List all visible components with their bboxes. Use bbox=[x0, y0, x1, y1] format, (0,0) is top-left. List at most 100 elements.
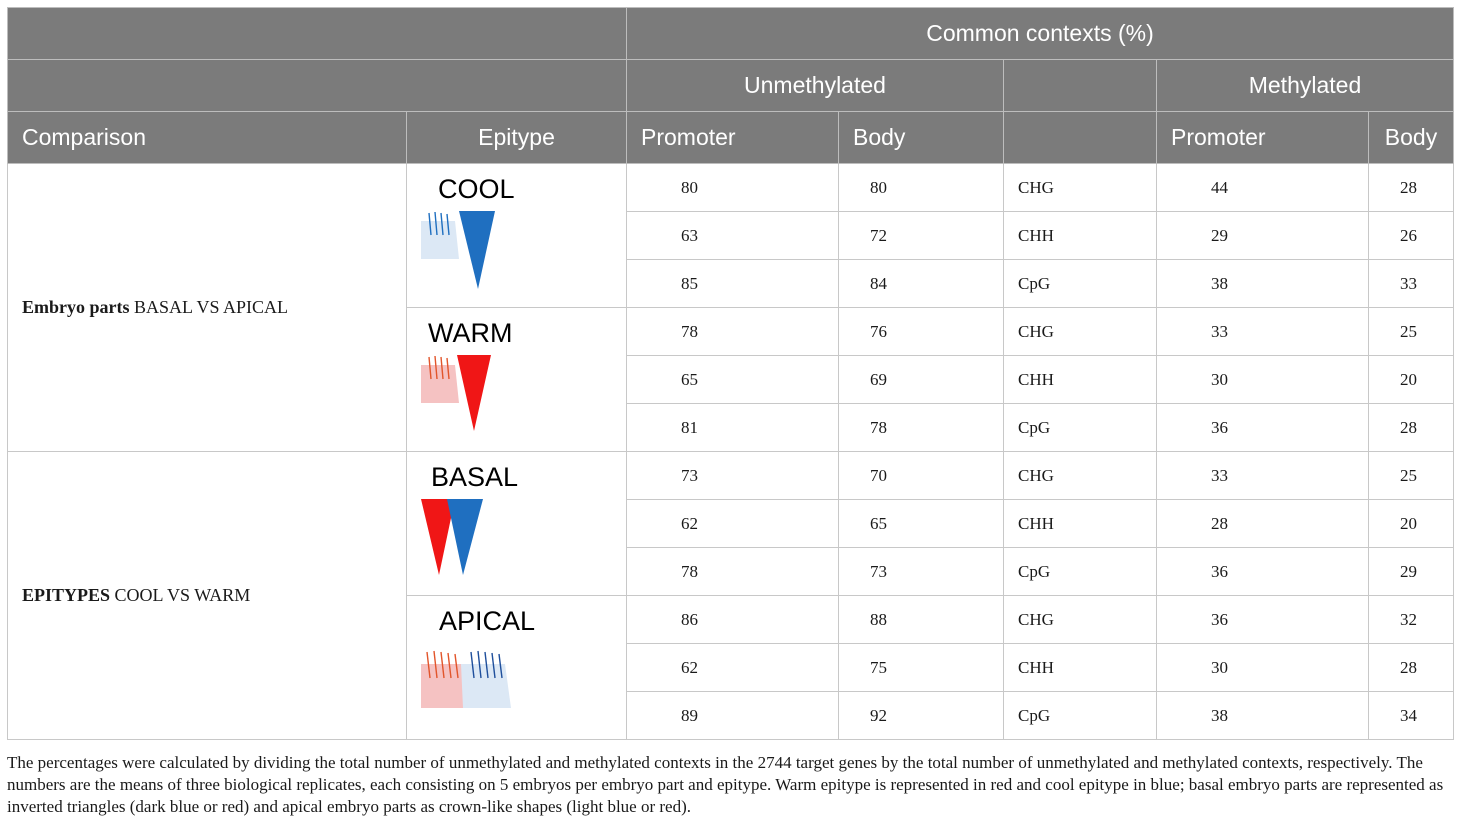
unmethylated-body-value: 76 bbox=[838, 307, 1004, 356]
header-common-contexts: Common contexts (%) bbox=[626, 7, 1454, 60]
methylated-body-value: 26 bbox=[1368, 211, 1454, 260]
epitype-label: APICAL bbox=[439, 606, 536, 636]
header-context-blank bbox=[1003, 59, 1157, 112]
header-unmethylated: Unmethylated bbox=[626, 59, 1004, 112]
methylated-promoter-value: 30 bbox=[1156, 355, 1369, 404]
methylated-promoter-value: 38 bbox=[1156, 691, 1369, 740]
common-contexts-table: Common contexts (%) Unmethylated Methyla… bbox=[7, 7, 1454, 740]
epitype-label: WARM bbox=[428, 318, 513, 348]
methylated-promoter-value: 36 bbox=[1156, 547, 1369, 596]
table-row: EPITYPES COOL VS WARM BASAL 73 70 CHG 33 25 bbox=[7, 451, 1454, 740]
unmethylated-body-value: 72 bbox=[838, 211, 1004, 260]
comparison-bold: EPITYPES bbox=[22, 585, 111, 605]
unmethylated-body-value: 65 bbox=[838, 499, 1004, 548]
epitype-cell: APICAL bbox=[406, 595, 627, 740]
table-row: 81 78 CpG 36 28 bbox=[8, 403, 1454, 452]
context-value: CHH bbox=[1003, 643, 1157, 692]
methylated-promoter-value: 29 bbox=[1156, 211, 1369, 260]
methylated-promoter-value: 33 bbox=[1156, 451, 1369, 500]
header-blank bbox=[7, 7, 627, 60]
table-row: WARM 78 76 CHG 33 25 bbox=[8, 307, 1454, 452]
unmethylated-promoter-value: 89 bbox=[626, 691, 839, 740]
unmethylated-body-value: 88 bbox=[838, 595, 1004, 644]
unmethylated-promoter-value: 62 bbox=[626, 499, 839, 548]
header-context-col bbox=[1003, 111, 1157, 164]
comparison-cell: Embryo parts BASAL VS APICAL bbox=[7, 163, 407, 452]
methylated-body-value: 20 bbox=[1368, 355, 1454, 404]
context-value: CHH bbox=[1003, 211, 1157, 260]
unmethylated-promoter-value: 73 bbox=[626, 451, 839, 500]
methylated-body-value: 34 bbox=[1368, 691, 1454, 740]
comparison-cell: EPITYPES COOL VS WARM bbox=[7, 451, 407, 740]
context-value: CpG bbox=[1003, 547, 1157, 596]
context-value: CHG bbox=[1003, 595, 1157, 644]
methylated-promoter-value: 38 bbox=[1156, 259, 1369, 308]
table-row: APICAL 86 88 CHG 36 32 bbox=[8, 595, 1454, 740]
basal-part-icon bbox=[421, 499, 491, 584]
context-value: CHH bbox=[1003, 355, 1157, 404]
methylated-body-value: 28 bbox=[1368, 403, 1454, 452]
unmethylated-promoter-value: 65 bbox=[626, 355, 839, 404]
epitype-cell: COOL bbox=[406, 163, 627, 308]
methylated-body-value: 20 bbox=[1368, 499, 1454, 548]
methylated-promoter-value: 28 bbox=[1156, 499, 1369, 548]
methylated-body-value: 32 bbox=[1368, 595, 1454, 644]
methylated-promoter-value: 33 bbox=[1156, 307, 1369, 356]
table-row: Embryo parts BASAL VS APICAL COOL 80 80 CH… bbox=[7, 163, 1454, 452]
context-value: CpG bbox=[1003, 259, 1157, 308]
unmethylated-body-value: 70 bbox=[838, 451, 1004, 500]
header-methylated-promoter: Promoter bbox=[1156, 111, 1369, 164]
epitype-cell: WARM bbox=[406, 307, 627, 452]
methylated-body-value: 29 bbox=[1368, 547, 1454, 596]
unmethylated-body-value: 78 bbox=[838, 403, 1004, 452]
epitype-cell: BASAL bbox=[406, 451, 627, 596]
unmethylated-promoter-value: 86 bbox=[626, 595, 839, 644]
epitype-label: COOL bbox=[438, 174, 515, 204]
apical-part-icon bbox=[421, 650, 521, 715]
table-row: 89 92 CpG 38 34 bbox=[8, 691, 1454, 740]
context-value: CpG bbox=[1003, 691, 1157, 740]
methylated-body-value: 25 bbox=[1368, 451, 1454, 500]
methylated-body-value: 33 bbox=[1368, 259, 1454, 308]
unmethylated-body-value: 84 bbox=[838, 259, 1004, 308]
comparison-rest: COOL VS WARM bbox=[110, 585, 251, 605]
header-methylated-body: Body bbox=[1368, 111, 1454, 164]
unmethylated-body-value: 69 bbox=[838, 355, 1004, 404]
header-comparison: Comparison bbox=[7, 111, 407, 164]
header-epitype: Epitype bbox=[406, 111, 627, 164]
cool-epitype-icon bbox=[421, 211, 501, 300]
table-row: 62 65 CHH 28 20 bbox=[8, 499, 1454, 548]
context-value: CHH bbox=[1003, 499, 1157, 548]
unmethylated-promoter-value: 62 bbox=[626, 643, 839, 692]
unmethylated-body-value: 75 bbox=[838, 643, 1004, 692]
comparison-rest: BASAL VS APICAL bbox=[129, 297, 289, 317]
methylated-promoter-value: 36 bbox=[1156, 595, 1369, 644]
unmethylated-promoter-value: 80 bbox=[626, 163, 839, 212]
header-methylated: Methylated bbox=[1156, 59, 1454, 112]
table-row: 62 75 CHH 30 28 bbox=[8, 643, 1454, 692]
warm-epitype-icon bbox=[421, 355, 501, 444]
unmethylated-promoter-value: 85 bbox=[626, 259, 839, 308]
header-unmethylated-promoter: Promoter bbox=[626, 111, 839, 164]
methylated-promoter-value: 36 bbox=[1156, 403, 1369, 452]
table-row: 78 73 CpG 36 29 bbox=[8, 547, 1454, 596]
unmethylated-body-value: 80 bbox=[838, 163, 1004, 212]
methylated-body-value: 28 bbox=[1368, 163, 1454, 212]
unmethylated-body-value: 92 bbox=[838, 691, 1004, 740]
context-value: CHG bbox=[1003, 307, 1157, 356]
methylated-body-value: 25 bbox=[1368, 307, 1454, 356]
header-unmethylated-body: Body bbox=[838, 111, 1004, 164]
unmethylated-body-value: 73 bbox=[838, 547, 1004, 596]
methylated-promoter-value: 44 bbox=[1156, 163, 1369, 212]
table-footnote: The percentages were calculated by divid… bbox=[7, 753, 1444, 816]
unmethylated-promoter-value: 78 bbox=[626, 307, 839, 356]
unmethylated-promoter-value: 78 bbox=[626, 547, 839, 596]
context-value: CHG bbox=[1003, 451, 1157, 500]
unmethylated-promoter-value: 63 bbox=[626, 211, 839, 260]
header-blank-2 bbox=[7, 59, 627, 112]
table-row: 65 69 CHH 30 20 bbox=[8, 355, 1454, 404]
comparison-bold: Embryo parts bbox=[22, 297, 130, 317]
unmethylated-promoter-value: 81 bbox=[626, 403, 839, 452]
epitype-label: BASAL bbox=[431, 462, 519, 492]
context-value: CHG bbox=[1003, 163, 1157, 212]
